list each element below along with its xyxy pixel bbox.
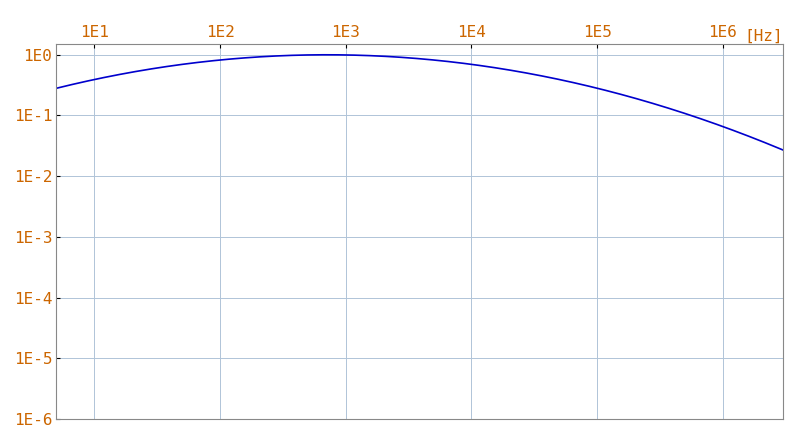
Text: [Hz]: [Hz] — [744, 29, 783, 44]
